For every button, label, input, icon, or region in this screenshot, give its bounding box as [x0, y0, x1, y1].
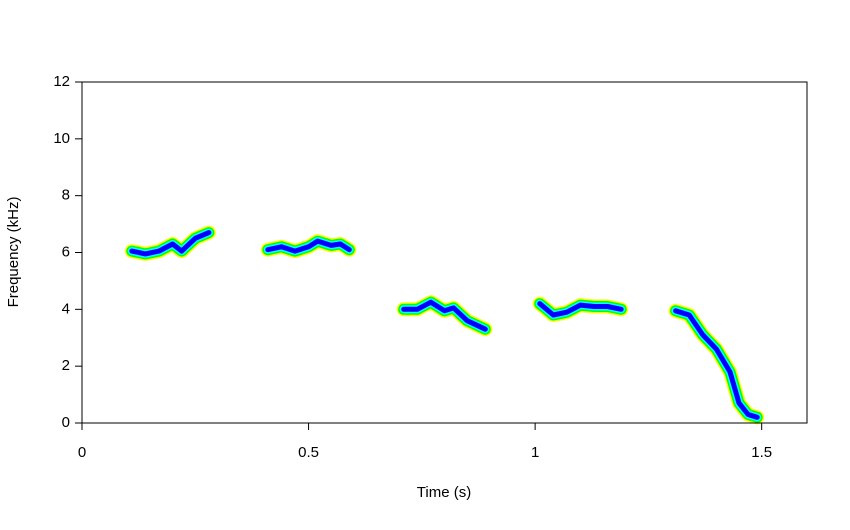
y-axis-title: Frequency (kHz): [5, 197, 22, 308]
y-tick-label: 0: [62, 414, 70, 431]
y-tick-label: 8: [62, 187, 70, 204]
contour-trace: [129, 230, 212, 257]
contour-trace: [668, 303, 765, 425]
x-tick-label: 1.5: [751, 444, 772, 461]
x-axis-title: Time (s): [417, 484, 471, 501]
y-tick-label: 4: [62, 300, 70, 317]
plot-frame: [81, 81, 808, 424]
y-tick-label: 6: [62, 243, 70, 260]
x-tick-label: 0: [78, 444, 86, 461]
y-tick-label: 10: [53, 130, 70, 147]
x-tick-label: 1: [531, 444, 539, 461]
y-tick-label: 12: [53, 73, 70, 90]
contour-trace: [265, 238, 352, 254]
contour-trace: [673, 308, 760, 420]
contour-trace: [401, 299, 488, 332]
x-tick-label: 0.5: [298, 444, 319, 461]
y-tick-label: 2: [62, 357, 70, 374]
contour-trace: [537, 301, 624, 318]
